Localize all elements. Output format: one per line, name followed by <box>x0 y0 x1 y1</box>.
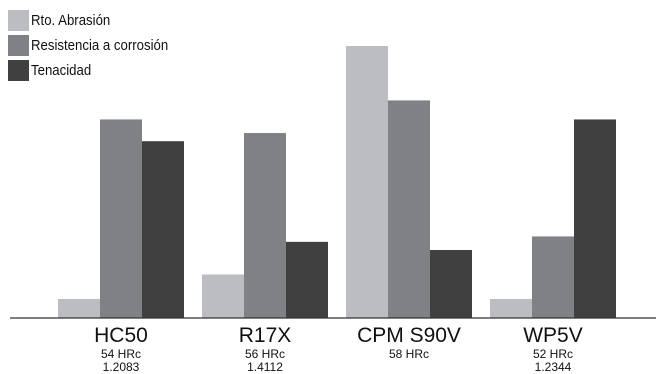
bar-wp5v-series-2 <box>574 119 616 318</box>
bar-cpm-s90v-series-2 <box>430 250 472 318</box>
category-label-hc50: HC50 <box>94 324 148 347</box>
bar-hc50-series-2 <box>142 141 184 318</box>
legend-label-abrasion: Rto. Abrasión <box>31 12 111 29</box>
bar-wp5v-series-1 <box>532 236 574 318</box>
legend-swatch-toughness <box>8 60 29 81</box>
legend-item-abrasion: Rto. Abrasión <box>8 8 187 33</box>
bar-wp5v-series-0 <box>490 298 532 318</box>
bar-r17x-series-0 <box>202 274 244 318</box>
bar-cpm-s90v-series-1 <box>388 100 430 319</box>
legend-label-toughness: Tenacidad <box>31 62 92 79</box>
legend-swatch-corrosion <box>8 35 29 56</box>
category-detail-cpm-s90v-0: 58 HRc <box>389 347 429 361</box>
legend-item-toughness: Tenacidad <box>8 58 187 83</box>
category-detail-hc50-0: 54 HRc <box>101 347 141 361</box>
category-label-cpm-s90v: CPM S90V <box>357 324 461 347</box>
legend: Rto. Abrasión Resistencia a corrosión Te… <box>8 8 187 83</box>
legend-swatch-abrasion <box>8 10 29 31</box>
legend-label-corrosion: Resistencia a corrosión <box>31 37 169 54</box>
category-detail-r17x-0: 56 HRc <box>245 347 285 361</box>
category-detail-hc50-1: 1.2083 <box>103 360 140 374</box>
category-label-wp5v: WP5V <box>523 324 583 347</box>
category-detail-r17x-1: 1.4112 <box>247 360 283 374</box>
category-detail-wp5v-0: 52 HRc <box>533 347 573 361</box>
bar-cpm-s90v-series-0 <box>346 46 388 318</box>
category-detail-wp5v-1: 1.2344 <box>535 360 572 374</box>
bar-r17x-series-1 <box>244 133 286 318</box>
bar-r17x-series-2 <box>286 241 328 318</box>
bar-hc50-series-0 <box>58 298 100 318</box>
legend-item-corrosion: Resistencia a corrosión <box>8 33 187 58</box>
category-label-r17x: R17X <box>239 324 292 347</box>
bar-hc50-series-1 <box>100 119 142 318</box>
